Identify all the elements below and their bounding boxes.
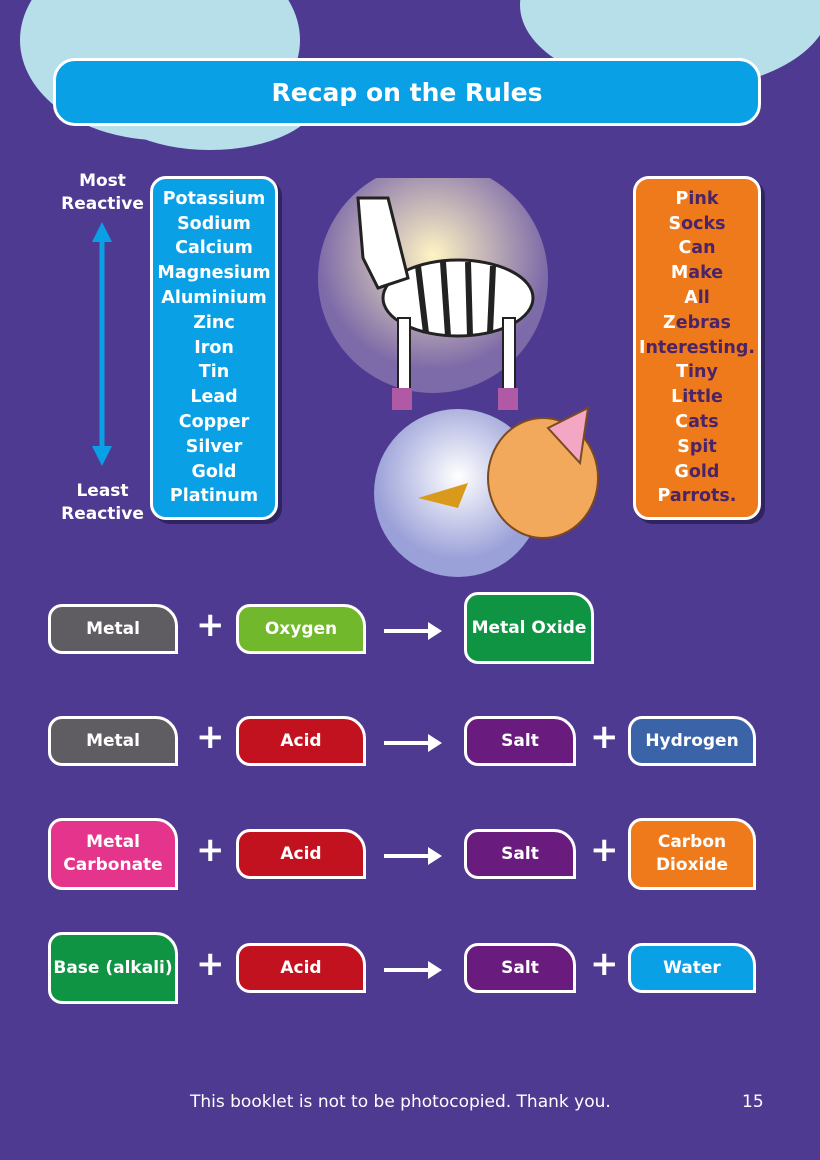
initial-letter: A: [684, 288, 698, 308]
metal-item: Sodium: [177, 213, 251, 234]
reactant-box: Oxygen: [236, 604, 366, 654]
reactivity-series-list: Potassium Sodium Calcium Magnesium Aluminium…: [150, 176, 278, 520]
reactant-box: Metal: [48, 716, 178, 766]
word-rest: iny: [688, 362, 718, 383]
plus-sign: +: [196, 830, 225, 870]
plus-sign: +: [196, 605, 225, 645]
metal-item: Lead: [190, 387, 238, 408]
mnemonic-word: Gold: [675, 460, 720, 485]
word-rest: pit: [689, 436, 717, 457]
mnemonic-word: Tiny: [676, 360, 718, 385]
reactant-box: Acid: [236, 716, 366, 766]
word-rest: ats: [688, 411, 719, 432]
metal-item: Iron: [194, 337, 234, 358]
plus-sign: +: [196, 717, 225, 757]
initial-letter: M: [670, 263, 689, 284]
arrow-icon: [384, 734, 442, 752]
mnemonic-word: Spit: [677, 435, 717, 460]
word-rest: arrots.: [669, 486, 737, 507]
product-box: Carbon Dioxide: [628, 818, 756, 890]
word-rest: nteresting.: [645, 337, 756, 358]
reactant-box: Base (alkali): [48, 932, 178, 1004]
metal-item: Calcium: [175, 238, 253, 259]
initial-letter: Z: [663, 312, 676, 333]
mnemonic-word: Zebras: [663, 311, 731, 336]
mnemonic-word: Parrots.: [658, 484, 737, 509]
mnemonic-word: All: [684, 286, 710, 311]
mnemonic-word: Pink: [676, 187, 719, 212]
product-box: Salt: [464, 943, 576, 993]
initial-letter: S: [668, 213, 682, 234]
word-rest: ebras: [675, 312, 731, 333]
metal-item: Magnesium: [157, 263, 271, 284]
page-title: Recap on the Rules: [53, 58, 761, 126]
least-reactive-label: Least Reactive: [60, 480, 145, 526]
initial-letter: T: [676, 362, 689, 383]
word-rest: ocks: [681, 213, 726, 234]
metal-item: Copper: [178, 411, 250, 432]
initial-letter: C: [675, 411, 689, 432]
initial-letter: G: [674, 461, 689, 482]
product-box: Hydrogen: [628, 716, 756, 766]
initial-letter: P: [675, 188, 689, 209]
mnemonic-word: Make: [671, 261, 723, 286]
initial-letter: I: [638, 337, 646, 358]
metal-item: Zinc: [193, 312, 235, 333]
word-rest: ll: [697, 288, 710, 308]
mnemonic-word: Interesting.: [639, 336, 755, 361]
mnemonic-word: Cats: [675, 410, 718, 435]
zebra-illustration: [318, 178, 599, 577]
arrow-icon: [384, 961, 442, 979]
most-reactive-label: Most Reactive: [60, 170, 145, 216]
metal-item: Gold: [191, 461, 237, 482]
initial-letter: C: [678, 238, 692, 259]
metal-item: Silver: [185, 436, 243, 457]
metal-item: Potassium: [162, 188, 266, 209]
word-rest: ink: [688, 188, 719, 209]
label-text: Least Reactive: [61, 481, 144, 524]
metal-item: Tin: [198, 362, 230, 383]
footer-notice: This booklet is not to be photocopied. T…: [190, 1092, 611, 1112]
product-box: Water: [628, 943, 756, 993]
word-rest: an: [691, 238, 716, 259]
word-rest: ittle: [682, 387, 723, 408]
page-number: 15: [742, 1092, 764, 1112]
label-text: Most Reactive: [61, 171, 144, 214]
word-rest: old: [688, 461, 720, 482]
initial-letter: P: [657, 486, 670, 507]
metal-item: Aluminium: [161, 288, 267, 308]
arrow-icon: [384, 847, 442, 865]
plus-sign: +: [590, 944, 619, 984]
product-box: Salt: [464, 716, 576, 766]
mnemonic-word: Can: [678, 236, 715, 261]
plus-sign: +: [590, 830, 619, 870]
mnemonic-list: Pink Socks Can Make All Zebras Interesting. Tin…: [633, 176, 761, 520]
reactant-box: Metal: [48, 604, 178, 654]
reactant-box: Acid: [236, 943, 366, 993]
initial-letter: S: [677, 436, 690, 457]
word-rest: ake: [688, 263, 724, 284]
initial-letter: L: [671, 387, 683, 408]
mnemonic-word: Socks: [668, 212, 725, 237]
double-arrow-icon: [92, 222, 112, 466]
plus-sign: +: [590, 717, 619, 757]
reactant-box: Metal Carbonate: [48, 818, 178, 890]
metal-item: Platinum: [169, 486, 259, 507]
product-box: Metal Oxide: [464, 592, 594, 664]
product-box: Salt: [464, 829, 576, 879]
mnemonic-word: Little: [671, 385, 723, 410]
arrow-icon: [384, 622, 442, 640]
plus-sign: +: [196, 944, 225, 984]
reactant-box: Acid: [236, 829, 366, 879]
